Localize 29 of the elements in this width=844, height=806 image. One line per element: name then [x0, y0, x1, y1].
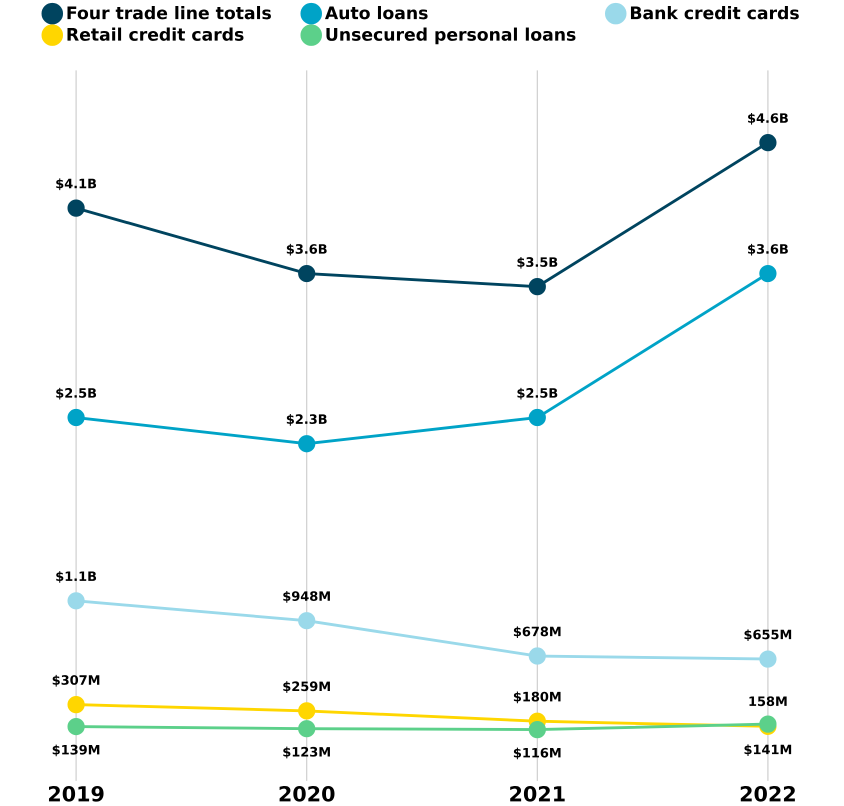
data-label: $116M: [514, 747, 561, 760]
data-label: $2.3B: [286, 414, 327, 426]
data-label: $3.6B: [286, 244, 327, 256]
data-label: $123M: [283, 746, 330, 758]
data-label: $2.5B: [56, 388, 96, 400]
data-label: $655M: [744, 629, 792, 641]
data-label: $307M: [52, 674, 100, 686]
data-label: $2.5B: [517, 388, 558, 400]
legend-label: Bank credit cards: [630, 6, 799, 20]
data-label: $3.5B: [517, 256, 558, 268]
data-label: $3.6B: [748, 244, 788, 256]
data-label: $948M: [283, 590, 330, 602]
data-label: $141M: [744, 744, 792, 756]
legend-label: Retail credit cards: [67, 27, 244, 41]
data-label: $1.1B: [56, 570, 96, 583]
data-label: $4.6B: [748, 112, 788, 124]
data-label: $678M: [514, 626, 561, 638]
data-label: $4.1B: [56, 178, 96, 190]
x-tick-label: 2022: [740, 786, 795, 802]
x-tick-label: 2020: [280, 786, 334, 802]
x-tick-label: 2021: [510, 786, 565, 802]
data-label: 158M: [749, 696, 787, 706]
legend-label: Unsecured personal loans: [326, 27, 576, 44]
legend-label: Four trade line totals: [67, 6, 271, 20]
data-label: $259M: [283, 680, 330, 693]
data-label: $180M: [514, 691, 561, 704]
data-label: $139M: [52, 744, 100, 756]
legend-label: Auto loans: [324, 6, 428, 20]
x-tick-label: 2019: [48, 786, 104, 802]
